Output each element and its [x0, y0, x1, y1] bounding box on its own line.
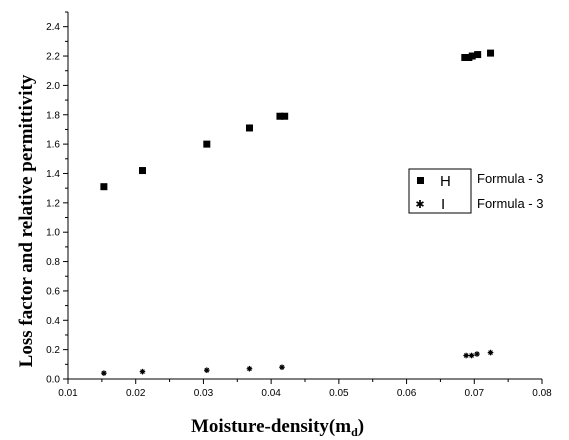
- data-point-i: [474, 351, 480, 357]
- legend-marker-square: [417, 177, 424, 184]
- x-axis-title: Moisture-density(md): [191, 416, 364, 439]
- y-tick-label: 1.6: [46, 140, 60, 151]
- data-point-i: [279, 364, 285, 371]
- y-tick-label: 2.0: [46, 81, 60, 92]
- data-point-i: [468, 352, 475, 359]
- x-tick-label: 0.04: [261, 388, 281, 399]
- y-tick-label: 0.6: [46, 286, 60, 297]
- y-tick-label: 0.4: [46, 316, 60, 327]
- legend: H Formula - 3 ✱ I Formula - 3: [408, 168, 543, 214]
- y-tick-label: 1.0: [46, 228, 60, 239]
- x-tick-label: 0.07: [465, 388, 485, 399]
- x-tick-label: 0.05: [329, 388, 349, 399]
- x-axis-title-close: ): [358, 416, 364, 437]
- legend-series-h-label: Formula - 3: [477, 171, 543, 186]
- data-point-i: [204, 367, 210, 373]
- y-tick-label: 1.4: [46, 169, 60, 180]
- data-point-h: [276, 112, 284, 120]
- y-tick-label: 0.8: [46, 257, 60, 268]
- data-point-h: [245, 124, 253, 132]
- y-tick-label: 1.2: [46, 198, 60, 209]
- data-point-h: [474, 51, 482, 59]
- x-axis-title-subscript: d: [351, 425, 358, 439]
- data-point-i: [101, 370, 107, 376]
- data-point-i: [246, 365, 253, 372]
- x-tick-label: 0.03: [194, 388, 214, 399]
- data-point-h: [468, 52, 476, 60]
- data-point-i: [139, 368, 146, 375]
- legend-box: [408, 168, 472, 214]
- legend-series-i-label: Formula - 3: [477, 196, 543, 211]
- data-point-i: [463, 352, 469, 359]
- legend-series-h-code: H: [440, 173, 451, 190]
- data-points-group: [100, 49, 495, 376]
- data-point-h: [138, 167, 146, 175]
- data-point-h: [203, 140, 211, 148]
- x-axis-title-main: Moisture-density(m: [191, 416, 351, 437]
- data-point-h: [461, 54, 469, 62]
- y-tick-label: 0.2: [46, 345, 60, 356]
- x-tick-label: 0.08: [532, 388, 552, 399]
- legend-marker-star: ✱: [415, 198, 424, 211]
- legend-series-i-code: I: [441, 196, 445, 213]
- x-tick-label: 0.01: [58, 388, 78, 399]
- x-tick-label: 0.06: [397, 388, 417, 399]
- y-tick-label: 1.8: [46, 110, 60, 121]
- y-tick-label: 2.2: [46, 52, 60, 63]
- data-point-h: [100, 183, 108, 191]
- y-tick-label: 2.4: [46, 22, 60, 33]
- data-point-h: [487, 49, 495, 57]
- y-tick-label: 0.0: [46, 375, 60, 386]
- data-point-i: [487, 349, 494, 356]
- y-axis-title: Loss factor and relative permittivity: [16, 74, 37, 367]
- data-point-h: [281, 112, 289, 120]
- ticks-group: 0.01 0.02 0.03 0.04 0.05 0.06 0.07 0.08 0.0 0.2 0.…: [46, 11, 552, 399]
- x-tick-label: 0.02: [126, 388, 146, 399]
